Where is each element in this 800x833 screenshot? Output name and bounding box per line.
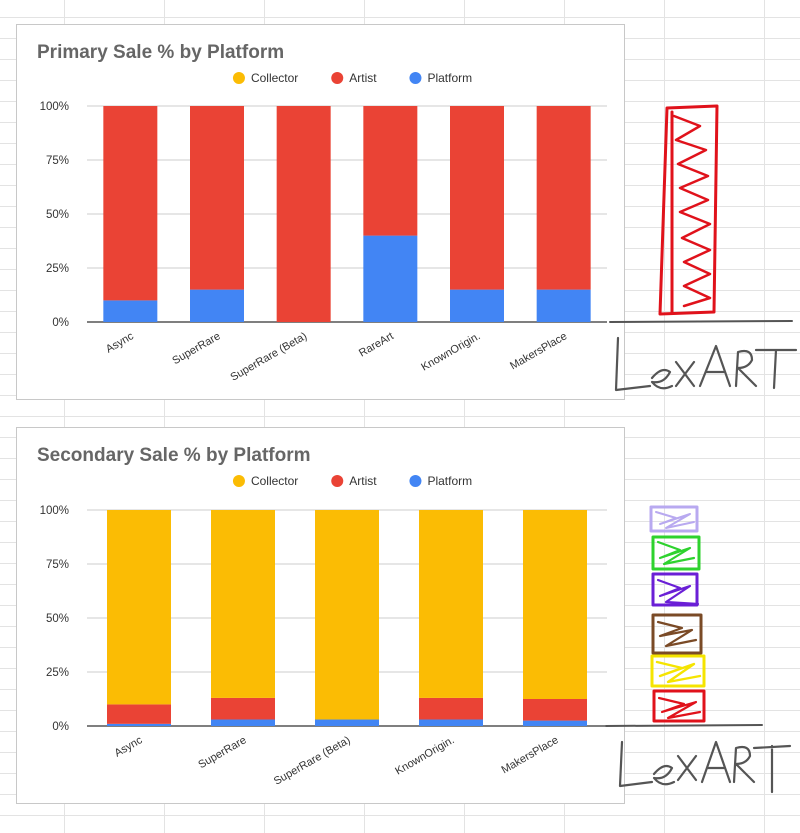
primary-sale-chart-svg: Primary Sale % by Platform Collector Artis… — [37, 42, 607, 384]
legend-swatch — [331, 475, 344, 487]
bar-platform-superrare — [211, 719, 275, 726]
y-tick-label: 0% — [52, 721, 69, 733]
baseline-stroke-bottom — [605, 724, 763, 727]
y-tick-label: 0% — [52, 317, 69, 329]
legend-swatch — [409, 72, 422, 84]
bar-collector-knownorigin — [419, 510, 483, 698]
legend-label: Platform — [427, 474, 472, 488]
legend-swatch — [331, 72, 344, 84]
y-tick-label: 75% — [46, 155, 69, 167]
x-category-label: KnownOrigin. — [393, 734, 456, 777]
legend-item-platform: Platform — [409, 71, 472, 85]
y-tick-label: 50% — [46, 209, 69, 221]
bar-artist-async — [103, 106, 158, 301]
x-category-label: SuperRare — [196, 734, 248, 771]
x-category-label: SuperRare — [170, 330, 222, 367]
bar-platform-makersplace — [523, 720, 587, 726]
bar-collector-superrare — [211, 510, 275, 698]
legend-swatch — [409, 475, 422, 487]
legend-swatch — [232, 475, 245, 487]
bar-artist-knownorigin — [419, 697, 483, 720]
baseline-stroke-top — [609, 320, 793, 323]
bar-platform-rareart — [363, 235, 418, 322]
y-tick-label: 100% — [40, 505, 69, 517]
legend-item-collector: Collector — [232, 71, 298, 85]
x-category-label: SuperRare (Beta) — [228, 330, 309, 384]
chart-title: Primary Sale % by Platform — [37, 42, 284, 63]
bar-platform-superrare-beta — [315, 719, 379, 726]
bar-artist-superrare — [190, 106, 244, 290]
bar-artist-async — [107, 704, 171, 724]
y-tick-label: 25% — [46, 667, 69, 679]
x-category-label: Async — [113, 734, 145, 760]
bar-artist-makersplace — [536, 106, 591, 290]
x-category-label: MakersPlace — [499, 734, 560, 776]
bar-platform-knownorigin — [419, 719, 483, 726]
x-category-label: RareArt — [357, 330, 396, 359]
legend-label: Collector — [251, 71, 298, 85]
bar-artist-rareart — [363, 106, 418, 236]
legend-label: Artist — [349, 71, 377, 85]
secondary-sale-chart: Secondary Sale % by Platform Collector Art… — [16, 427, 625, 804]
legend-item-platform: Platform — [409, 474, 472, 488]
primary-sale-chart: Primary Sale % by Platform Collector Artis… — [16, 24, 625, 400]
bar-collector-superrare-beta — [315, 510, 379, 720]
x-category-label: MakersPlace — [508, 330, 569, 372]
x-category-label: SuperRare (Beta) — [272, 734, 353, 788]
signature-lexart-bottom — [618, 740, 792, 794]
secondary-sale-chart-svg: Secondary Sale % by Platform Collector Art… — [37, 445, 607, 788]
bar-platform-knownorigin — [450, 289, 504, 322]
bar-collector-async — [107, 510, 171, 705]
bar-platform-makersplace — [536, 289, 591, 322]
bar-artist-makersplace — [523, 699, 587, 721]
y-tick-label: 50% — [46, 613, 69, 625]
legend-label: Platform — [427, 71, 472, 85]
legend-item-artist: Artist — [331, 474, 377, 488]
legend-label: Collector — [251, 474, 298, 488]
x-category-label: KnownOrigin. — [419, 330, 482, 373]
bar-artist-superrare-beta — [276, 106, 331, 322]
red-bar-doodle — [658, 104, 719, 316]
signature-lexart-top — [614, 336, 798, 392]
x-category-label: Async — [104, 330, 136, 356]
bar-platform-async — [103, 300, 158, 322]
y-tick-label: 25% — [46, 263, 69, 275]
y-tick-label: 75% — [46, 559, 69, 571]
chart-title: Secondary Sale % by Platform — [37, 445, 311, 466]
legend-item-collector: Collector — [232, 474, 298, 488]
color-swatches-doodle — [649, 505, 706, 723]
legend-label: Artist — [349, 474, 377, 488]
bar-platform-superrare — [190, 289, 244, 322]
legend-swatch — [232, 72, 245, 84]
bar-artist-knownorigin — [450, 106, 504, 290]
y-tick-label: 100% — [40, 101, 69, 113]
bar-platform-async — [107, 723, 171, 726]
bar-collector-makersplace — [523, 510, 587, 699]
bar-artist-superrare — [211, 697, 275, 720]
legend-item-artist: Artist — [331, 71, 377, 85]
